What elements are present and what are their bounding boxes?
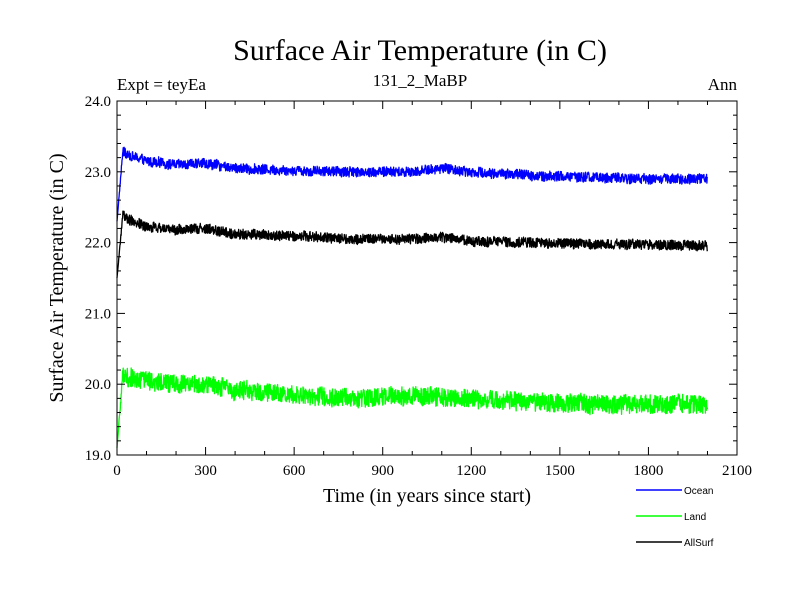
y-axis-label: Surface Air Temperature (in C) — [46, 153, 68, 402]
x-tick-label: 0 — [113, 463, 121, 479]
y-tick-label: 20.0 — [85, 377, 111, 393]
chart-title: Surface Air Temperature (in C) — [233, 34, 607, 67]
series-line-land — [116, 367, 709, 448]
plot-frame — [116, 100, 738, 456]
x-tick-label: 900 — [371, 463, 394, 479]
x-tick-label: 1200 — [456, 463, 486, 479]
series-layer — [116, 146, 709, 448]
y-tick-label: 21.0 — [85, 306, 111, 322]
series-line-allsurf — [116, 210, 709, 279]
legend-label-allsurf: AllSurf — [684, 538, 714, 549]
x-axis-label: Time (in years since start) — [323, 485, 531, 507]
axis-layer: 0 300 600 900 1200 1500 1800 2100 19.0 20.0 21.0 22… — [85, 94, 752, 479]
y-tick-label: 22.0 — [85, 236, 111, 252]
legend-label-ocean: Ocean — [684, 486, 713, 497]
y-tick-label: 23.0 — [85, 165, 111, 181]
y-tick-label: 24.0 — [85, 94, 111, 110]
x-tick-label: 1800 — [633, 463, 663, 479]
x-tick-label: 1500 — [545, 463, 575, 479]
legend: Ocean Land AllSurf — [636, 486, 714, 549]
x-tick-label: 300 — [194, 463, 217, 479]
chart-subtitle: 131_2_MaBP — [373, 71, 467, 90]
x-tick-label: 2100 — [722, 463, 752, 479]
legend-label-land: Land — [684, 512, 706, 523]
x-tick-label: 600 — [283, 463, 306, 479]
y-tick-label: 19.0 — [85, 448, 111, 464]
season-label: Ann — [708, 75, 738, 94]
experiment-label: Expt = teyEa — [117, 75, 206, 94]
series-line-ocean — [116, 146, 709, 222]
